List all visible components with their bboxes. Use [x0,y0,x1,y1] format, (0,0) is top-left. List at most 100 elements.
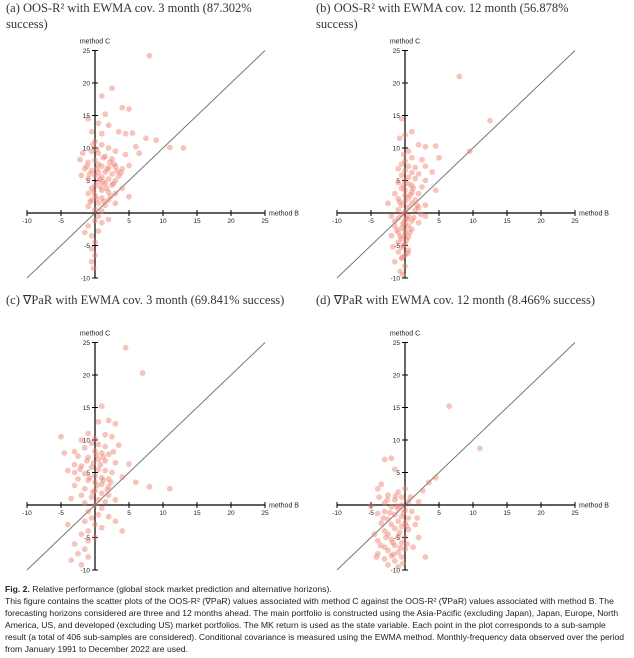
y-tick-label: -10 [81,567,91,574]
scatter-point [107,193,114,200]
scatter-point [105,513,112,520]
scatter-point [396,199,403,205]
scatter-point [406,229,413,236]
scatter-point [98,93,105,99]
scatter-point [398,225,405,231]
scatter-point [119,528,126,534]
x-tick-label: 5 [437,510,441,517]
scatter-point [90,188,97,195]
scatter-point [81,500,88,506]
figure-title: Relative performance (global stock marke… [32,584,332,594]
scatter-point [419,184,425,190]
scatter-point [400,151,407,158]
scatter-point [395,249,402,255]
scatter-point [408,508,415,515]
scatter-point [398,211,405,218]
scatter-point [395,549,402,556]
scatter-point [402,546,408,553]
scatter-point [100,178,107,185]
y-tick-label: 25 [83,48,91,55]
y-tick-label: 10 [393,145,401,152]
scatter-point [107,479,114,486]
scatter-point [405,526,412,533]
scatter-point [77,156,83,163]
x-tick-label: 15 [503,218,511,225]
scatter-point [408,217,415,224]
scatter-point [71,482,78,489]
scatter-point [381,528,388,534]
y-tick-label: -10 [391,275,401,282]
scatter-point [85,430,92,437]
scatter-point [432,143,439,149]
y-tick-label: 20 [83,80,91,87]
scatter-point [85,115,92,122]
figure-label: Fig. 2. [5,584,30,594]
scatter-point [87,199,94,205]
y-tick-label: 15 [83,113,91,120]
scatter-point [410,544,417,551]
scatter-point [102,169,109,175]
scatter-point [110,448,117,455]
scatter-point [75,550,81,557]
scatter-point [71,469,78,476]
scatter-point [415,534,422,541]
scatter-point [407,191,414,198]
scatter-point [414,202,421,209]
scatter-point [92,521,98,528]
scatter-point [419,487,426,494]
scatter-point [400,182,407,188]
scatter-point [405,234,412,240]
scatter-point [377,542,384,549]
scatter-point [466,148,473,155]
scatter-point [119,474,126,480]
scatter-point [398,185,405,192]
scatter-point [126,162,132,169]
scatter-point [95,496,102,503]
scatter-point [432,187,439,194]
scatter-point [404,215,410,222]
scatter-point [381,508,388,515]
scatter-point [395,229,402,236]
x-axis-label: method B [269,503,299,510]
scatter-point [422,143,429,150]
scatter-point [390,551,397,558]
scatter-point [98,524,105,531]
scatter-point [396,529,403,536]
scatter-point [408,182,415,189]
scatter-point [412,521,419,528]
scatter-point [132,143,139,150]
scatter-point [402,241,408,248]
scatter-point [85,223,92,229]
scatter-point [415,204,422,211]
scatter-point [85,454,92,461]
scatter-point [95,441,102,448]
scatter-point [415,171,422,177]
scatter-point [78,463,85,469]
scatter-point [64,467,71,474]
scatter-point [387,509,393,516]
x-tick-label: 15 [193,218,201,225]
scatter-point [405,498,412,505]
scatter-point [85,175,92,182]
scatter-point [88,167,95,174]
scatter-point [422,177,429,184]
scatter-point [410,185,417,192]
scatter-point [391,190,398,197]
x-tick-label: 10 [159,218,167,225]
x-tick-label: 15 [193,510,201,517]
scatter-point [122,344,129,351]
panel-title: (a) OOS-R² with EWMA cov. 3 month (87.30… [6,1,252,31]
scatter-point [95,178,102,185]
x-tick-label: 25 [261,218,269,225]
scatter-point [405,204,412,211]
scatter-point [381,544,388,551]
scatter-point [395,179,402,186]
scatter-point [122,130,129,137]
scatter-point [398,523,405,530]
scatter-point [92,138,98,145]
scatter-point [109,182,115,188]
scatter-point [402,252,408,259]
scatter-point [88,258,95,265]
scatter-point [90,265,97,272]
